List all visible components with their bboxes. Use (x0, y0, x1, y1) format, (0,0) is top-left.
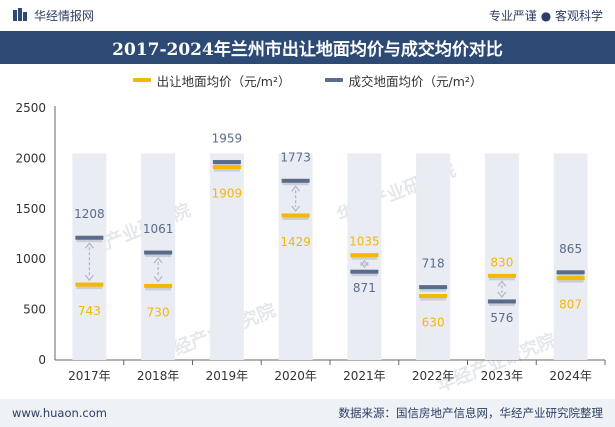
brand: 华经情报网 (0, 7, 94, 24)
background-column (209, 153, 244, 360)
deal-price-marker-shadow (488, 300, 515, 306)
connector-arrow-up (153, 257, 163, 264)
background-column (278, 153, 313, 360)
y-tick-label: 1000 (15, 252, 46, 266)
deal-price-marker (556, 270, 585, 275)
transfer-value-label: 730 (147, 305, 170, 319)
deal-price-marker (419, 285, 448, 290)
deal-value-label: 1061 (143, 222, 174, 236)
chart-title: 2017-2024年兰州市出让地面均价与成交均价对比 (0, 31, 615, 64)
x-tick-label: 2018年 (137, 369, 180, 383)
deal-value-label: 871 (353, 281, 376, 295)
legend: 出让地面均价（元/m²） 成交地面均价（元/m²） (0, 68, 615, 92)
deal-value-label: 865 (559, 242, 582, 256)
brand-logo-icon (13, 8, 27, 21)
transfer-value-label: 743 (78, 304, 101, 318)
x-tick-label: 2022年 (412, 369, 455, 383)
chart-plot: 华经产业研究院华经产业研究院华经产业研究院华经产业研究院050010001500… (15, 101, 606, 397)
transfer-price-marker (75, 282, 104, 287)
transfer-price-marker (487, 273, 516, 278)
connector-arrow-down (359, 261, 369, 269)
transfer-value-label: 1909 (212, 187, 243, 201)
y-tick-label: 2000 (15, 151, 46, 165)
legend-item-transfer: 出让地面均价（元/m²） (132, 71, 291, 90)
background-column (553, 153, 588, 360)
legend-label-transfer: 出让地面均价（元/m²） (156, 73, 291, 89)
deal-price-marker (487, 299, 516, 304)
legend-swatch-transfer (132, 78, 151, 82)
transfer-value-label: 630 (422, 315, 445, 329)
background-column (484, 153, 519, 360)
transfer-value-label: 830 (490, 255, 513, 269)
connector-arrow-up (497, 280, 507, 287)
brand-name: 华经情报网 (34, 8, 95, 23)
deal-price-marker-shadow (145, 252, 172, 258)
deal-value-label: 1773 (280, 150, 311, 164)
deal-value-label: 1959 (212, 132, 243, 146)
transfer-price-marker (419, 293, 448, 298)
transfer-value-label: 1035 (349, 235, 380, 249)
transfer-value-label: 1429 (280, 235, 311, 249)
x-tick-label: 2020年 (274, 369, 317, 383)
slogan: 专业严谨 ● 客观科学 (488, 8, 603, 23)
deal-value-label: 1208 (74, 207, 105, 221)
transfer-price-marker-shadow (557, 277, 584, 283)
legend-swatch-deal (324, 78, 343, 82)
footer-source: 数据来源：国信房地产信息网，华经产业研究院整理 (338, 406, 604, 420)
x-tick-label: 2019年 (206, 369, 249, 383)
connector-arrow-up (84, 242, 94, 249)
deal-value-label: 576 (490, 311, 513, 325)
x-tick-label: 2017年 (68, 369, 111, 383)
deal-price-marker (212, 160, 241, 165)
connector-arrow-down (291, 205, 301, 212)
deal-price-marker (350, 269, 379, 274)
transfer-price-marker (281, 213, 310, 218)
y-tick-label: 500 (23, 303, 46, 317)
legend-label-deal: 成交地面均价（元/m²） (348, 73, 483, 89)
y-tick-label: 2500 (15, 101, 46, 115)
deal-price-marker (144, 250, 173, 255)
x-tick-label: 2023年 (481, 369, 524, 383)
x-tick-label: 2024年 (549, 369, 592, 383)
connector-arrow-down (84, 274, 94, 282)
deal-value-label: 718 (422, 257, 445, 271)
deal-price-marker-shadow (213, 161, 240, 167)
x-tick-label: 2021年 (343, 369, 386, 383)
connector-arrow-down (497, 291, 507, 298)
deal-price-marker-shadow (420, 286, 447, 292)
transfer-price-marker (212, 165, 241, 170)
deal-price-marker (75, 235, 104, 240)
footer: www.huaon.com 数据来源：国信房地产信息网，华经产业研究院整理 (0, 399, 615, 427)
deal-price-marker (281, 178, 310, 183)
transfer-price-marker (350, 253, 379, 258)
y-tick-label: 0 (38, 353, 46, 367)
transfer-value-label: 807 (559, 298, 582, 312)
y-tick-label: 1500 (15, 202, 46, 216)
transfer-price-marker (144, 283, 173, 288)
top-bar: 华经情报网 专业严谨 ● 客观科学 (0, 0, 615, 30)
background-column (416, 153, 451, 360)
footer-site: www.huaon.com (12, 406, 107, 420)
background-column (72, 153, 107, 360)
connector-arrow-up (291, 185, 301, 192)
connector-arrow-down (153, 276, 163, 283)
transfer-price-marker (556, 276, 585, 281)
legend-item-deal: 成交地面均价（元/m²） (324, 71, 483, 90)
transfer-price-marker-shadow (145, 285, 172, 291)
